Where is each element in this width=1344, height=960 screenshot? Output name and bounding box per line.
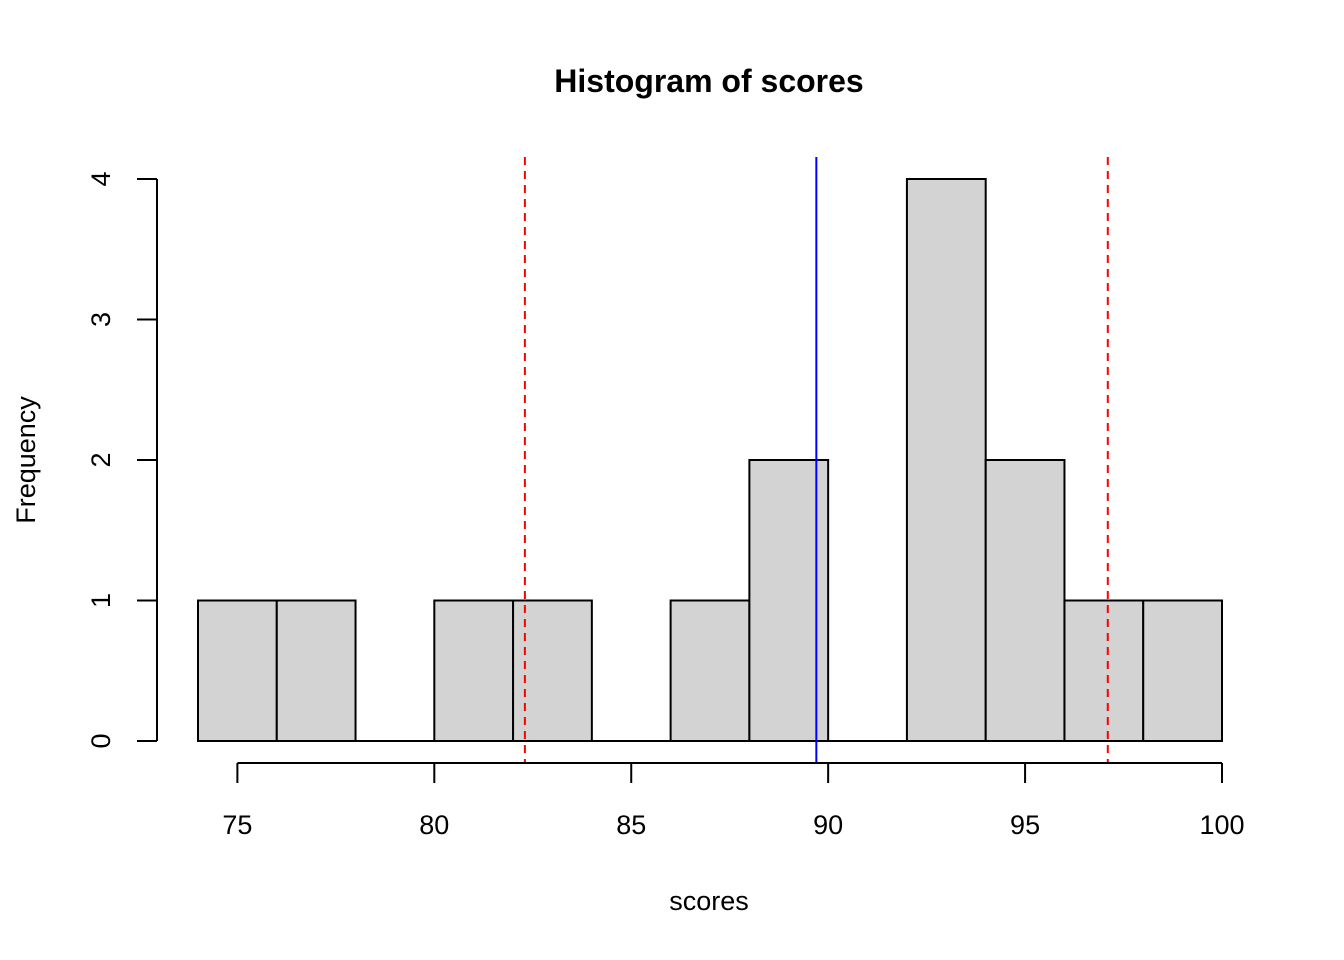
y-tick-label: 0 bbox=[86, 733, 116, 748]
y-tick-label: 4 bbox=[86, 171, 116, 186]
x-tick-label: 95 bbox=[1010, 810, 1040, 840]
histogram-bar bbox=[197, 599, 278, 742]
y-tick-label: 2 bbox=[86, 452, 116, 467]
histogram-bar bbox=[669, 599, 751, 742]
x-axis: 75 80 85 90 95 100 bbox=[222, 762, 1245, 840]
x-tick-label: 75 bbox=[222, 810, 252, 840]
x-tick-label: 90 bbox=[813, 810, 843, 840]
histogram-bar bbox=[433, 599, 515, 742]
y-tick-label: 3 bbox=[86, 312, 116, 327]
histogram-bar bbox=[1063, 599, 1145, 742]
x-axis-label: scores bbox=[669, 886, 749, 916]
histogram-bar bbox=[984, 459, 1066, 742]
y-axis: 0 1 2 3 4 bbox=[86, 171, 158, 749]
bars-group bbox=[197, 178, 1223, 742]
histogram-bar bbox=[512, 599, 593, 742]
chart-title: Histogram of scores bbox=[554, 63, 863, 99]
x-tick-label: 80 bbox=[419, 810, 449, 840]
x-tick-label: 100 bbox=[1199, 810, 1244, 840]
histogram-bar bbox=[748, 459, 830, 742]
histogram-bar bbox=[275, 599, 357, 742]
y-tick-label: 1 bbox=[86, 593, 116, 608]
y-axis-label: Frequency bbox=[11, 396, 41, 524]
x-tick-label: 85 bbox=[616, 810, 646, 840]
histogram-bar bbox=[905, 178, 987, 742]
histogram-bar bbox=[1142, 599, 1223, 742]
reference-lines-group bbox=[523, 157, 1109, 763]
